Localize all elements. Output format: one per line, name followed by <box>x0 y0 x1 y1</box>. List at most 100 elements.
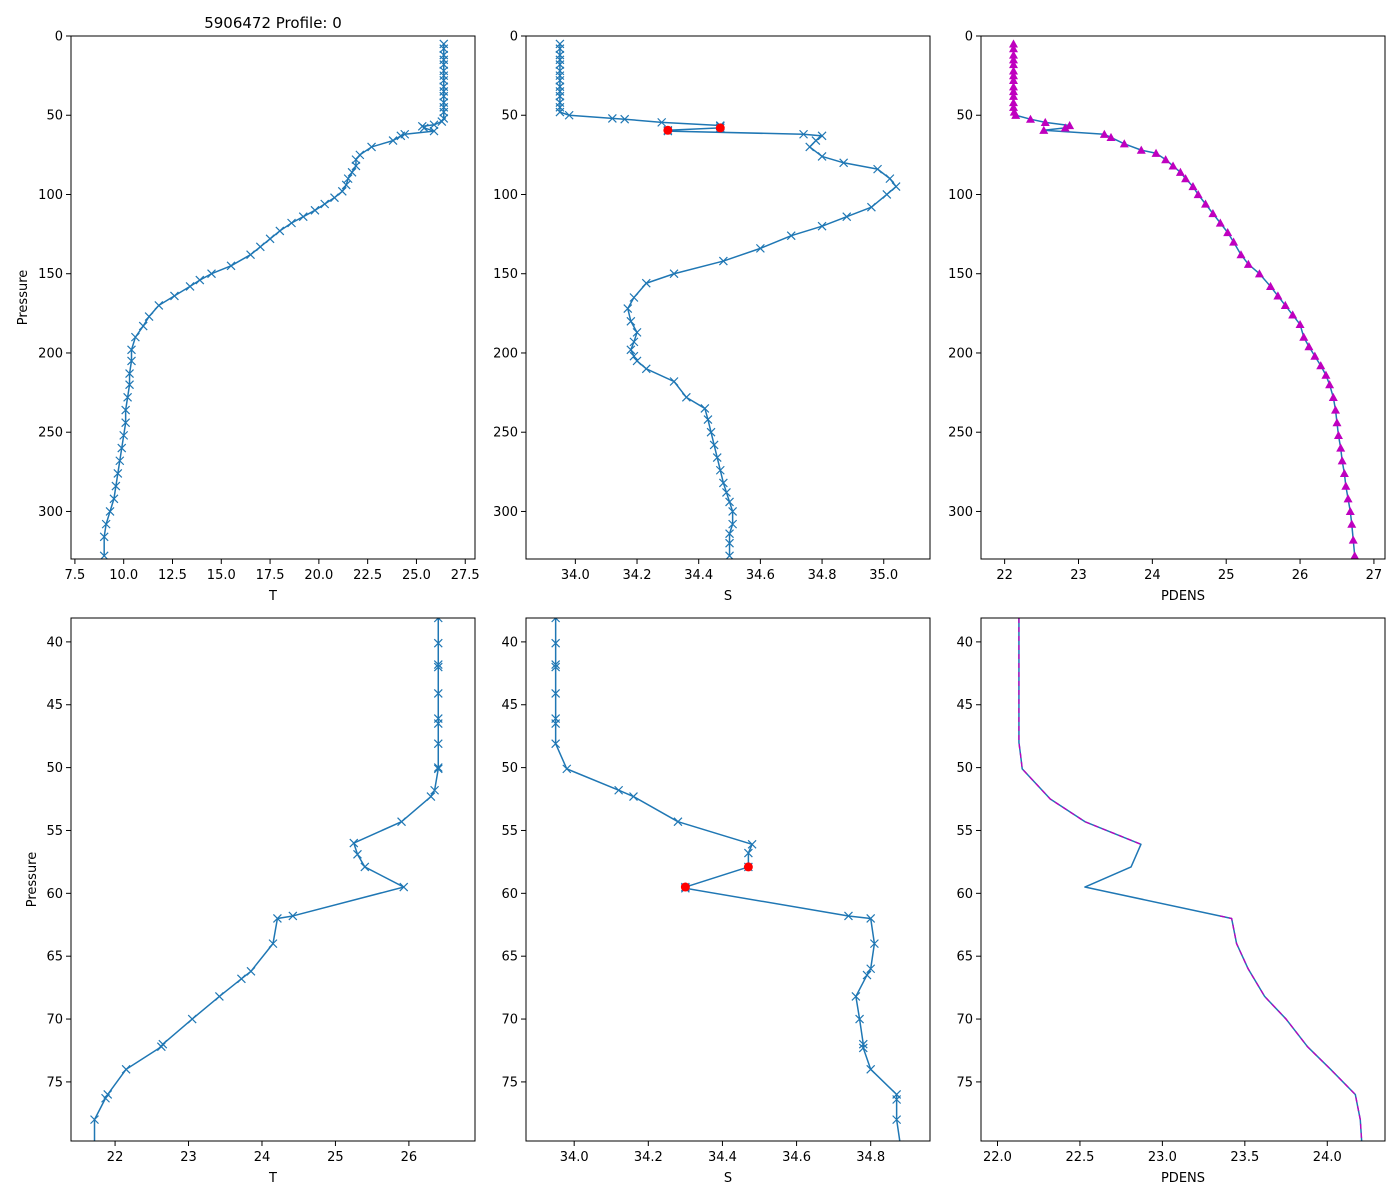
data-point <box>1008 102 1018 111</box>
data-point <box>439 75 449 85</box>
data-point <box>1215 218 1225 227</box>
y-tick-label: 0 <box>965 30 973 45</box>
data-layer <box>1018 618 1363 1141</box>
data-point <box>1008 60 1018 69</box>
data-point <box>555 75 565 85</box>
data-point <box>1266 281 1276 291</box>
x-tick-label: 27 <box>1366 568 1383 583</box>
data-point <box>117 443 127 453</box>
data-point <box>115 456 125 466</box>
x-tick-label: 34.2 <box>623 568 652 583</box>
data-point <box>873 164 882 174</box>
data-point <box>858 1039 868 1049</box>
y-tick-label: 70 <box>46 1013 63 1028</box>
data-point <box>866 964 876 974</box>
data-point <box>158 1039 168 1049</box>
y-tick-label: 100 <box>38 188 63 203</box>
data-point <box>562 764 572 774</box>
data-point <box>288 911 298 921</box>
data-point <box>786 231 796 241</box>
data-point <box>287 218 296 228</box>
data-point <box>1332 418 1342 427</box>
flag-point <box>663 125 673 135</box>
y-tick-label: 70 <box>956 1013 973 1028</box>
data-point <box>1333 430 1343 439</box>
x-tick-label: 34.4 <box>684 568 713 583</box>
data-point <box>1011 110 1021 119</box>
data-point <box>866 914 876 923</box>
data-point <box>1008 91 1018 100</box>
data-layer <box>99 39 449 559</box>
data-point <box>433 689 443 698</box>
data-point <box>1229 237 1239 246</box>
data-point <box>1008 82 1018 91</box>
y-tick-label: 75 <box>46 1075 63 1090</box>
data-point <box>1008 86 1018 96</box>
y-tick-label: 250 <box>493 426 518 441</box>
data-point <box>555 91 565 101</box>
panel-top-density: 22 23 24 25 26 27 0 50 100 150 200 250 300 PDENS <box>948 30 1386 604</box>
data-point <box>725 551 734 559</box>
data-point <box>123 392 133 402</box>
data-point <box>641 364 651 374</box>
y-tick-label: 50 <box>46 109 63 124</box>
data-point <box>1008 50 1018 59</box>
data-point <box>320 199 330 209</box>
x-tick-label: 12.5 <box>158 568 187 583</box>
data-point <box>156 1042 166 1052</box>
data-point <box>891 182 901 191</box>
y-tick-label: 250 <box>948 426 973 441</box>
data-point <box>709 440 719 450</box>
data-point <box>718 478 728 488</box>
y-tick-label: 300 <box>38 505 63 520</box>
data-point <box>1243 259 1253 268</box>
data-point <box>1175 167 1185 176</box>
flag-point <box>680 882 690 892</box>
y-tick-label: 75 <box>501 1075 518 1090</box>
y-tick-label: 70 <box>501 1013 518 1028</box>
y-tick-label: 45 <box>46 698 63 713</box>
data-point <box>367 142 376 152</box>
data-point <box>1208 209 1218 218</box>
data-point <box>607 113 617 123</box>
data-point <box>882 190 892 199</box>
x-tick-label: 20.0 <box>304 568 333 583</box>
x-tick-label: 22.5 <box>353 568 382 583</box>
data-point <box>629 337 639 347</box>
axes-frame <box>980 35 1386 560</box>
data-point <box>629 351 639 361</box>
data-point <box>105 507 115 516</box>
data-point <box>127 356 136 366</box>
x-tick-label: 22.5 <box>1065 1150 1094 1165</box>
y-tick-label: 75 <box>956 1075 973 1090</box>
data-point <box>1106 132 1116 142</box>
x-tick-label: 22 <box>996 568 1013 583</box>
data-point <box>433 660 443 669</box>
data-point <box>551 662 561 672</box>
data-point <box>839 158 849 168</box>
data-point <box>349 838 359 848</box>
data-point <box>555 107 565 117</box>
data-point <box>1161 155 1171 164</box>
data-point <box>1201 199 1211 208</box>
data-point <box>433 638 443 648</box>
data-point <box>799 129 808 139</box>
data-point <box>892 1115 902 1125</box>
x-tick-label: 24 <box>1144 568 1161 583</box>
y-tick-label: 65 <box>956 950 973 965</box>
y-tick-label: 45 <box>501 698 518 713</box>
data-point <box>226 261 236 271</box>
data-point <box>121 418 131 428</box>
data-point <box>1328 392 1338 401</box>
data-point <box>551 638 561 648</box>
data-point <box>1223 228 1233 237</box>
data-point <box>866 202 876 212</box>
data-point <box>439 91 449 101</box>
data-point <box>743 848 753 858</box>
data-point <box>1273 291 1283 300</box>
x-tick-label: 26 <box>1292 568 1309 583</box>
data-point <box>1236 250 1246 259</box>
axes-frame <box>525 35 931 560</box>
x-tick-label: 34.0 <box>561 568 590 583</box>
data-point <box>195 275 205 285</box>
